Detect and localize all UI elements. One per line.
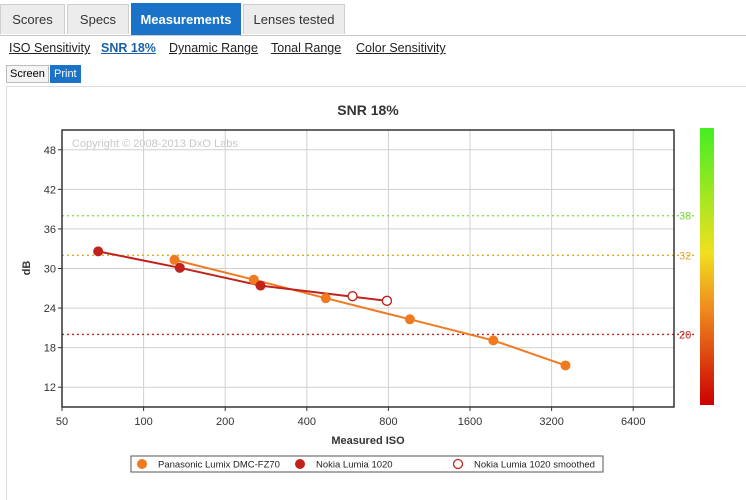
tab-scores[interactable]: Scores — [0, 4, 65, 34]
data-point-nokia-lumia-1020 — [174, 262, 185, 273]
grid-lines — [61, 130, 674, 407]
print-button[interactable]: Print — [50, 65, 81, 83]
legend-label-panasonic: Panasonic Lumix DMC-FZ70 — [158, 460, 280, 471]
subnav-iso-sensitivity[interactable]: ISO Sensitivity — [9, 41, 91, 55]
x-axis-label: Measured ISO — [331, 435, 405, 447]
reference-lines — [62, 215, 696, 336]
data-point-panasonic-fz70 — [488, 335, 499, 346]
data-point-nokia-lumia-1020 — [255, 280, 266, 291]
data-point-panasonic-fz70 — [169, 254, 180, 265]
legend-marker-nokia-smoothed — [452, 458, 464, 470]
y-tick-label: 36 — [44, 224, 56, 236]
y-axis-ticks: 12 18 24 30 36 42 48 — [44, 145, 62, 394]
x-tick-label: 800 — [379, 416, 397, 428]
x-tick-label: 100 — [134, 416, 152, 428]
series-layer — [93, 246, 571, 371]
x-tick-label: 50 — [56, 416, 68, 428]
reference-labels: 38 32 20 — [679, 211, 691, 342]
tab-measurements[interactable]: Measurements — [131, 3, 241, 35]
legend-label-nokia-smoothed: Nokia Lumia 1020 smoothed — [474, 460, 595, 471]
tab-bar: Scores Specs Measurements Lenses tested — [0, 0, 746, 36]
data-point-panasonic-fz70 — [320, 293, 331, 304]
legend-box — [130, 455, 604, 473]
reference-label-20: 20 — [679, 329, 691, 341]
x-tick-label: 200 — [216, 416, 234, 428]
y-tick-label: 48 — [44, 145, 56, 157]
reference-label-38: 38 — [679, 211, 691, 223]
x-axis-ticks: 50 100 200 400 800 1600 3200 6400 — [56, 407, 645, 428]
y-tick-label: 42 — [44, 184, 56, 196]
series-line-panasonic-fz70 — [174, 258, 566, 367]
y-tick-label: 18 — [44, 343, 56, 355]
x-tick-label: 1600 — [458, 416, 482, 428]
tab-lenses-tested[interactable]: Lenses tested — [243, 4, 345, 34]
tab-specs[interactable]: Specs — [67, 4, 129, 34]
y-tick-label: 24 — [44, 303, 56, 315]
data-point-panasonic-fz70 — [560, 360, 571, 371]
series-line-nokia-lumia-1020 — [98, 250, 388, 302]
subnav-color-sensitivity[interactable]: Color Sensitivity — [356, 41, 446, 55]
data-point-panasonic-fz70 — [248, 274, 259, 285]
screen-button[interactable]: Screen — [6, 65, 49, 83]
data-point-nokia-lumia-1020-smoothed — [381, 295, 393, 306]
legend-marker-panasonic — [137, 459, 147, 469]
data-point-panasonic-fz70 — [404, 314, 415, 325]
data-point-nokia-lumia-1020-smoothed — [347, 291, 358, 302]
chart-watermark: Copyright © 2008-2013 DxO Labs — [72, 138, 238, 150]
subnav-tonal-range[interactable]: Tonal Range — [271, 41, 342, 55]
y-tick-label: 12 — [44, 382, 56, 394]
chart-frame — [6, 86, 746, 500]
legend: Panasonic Lumix DMC-FZ70 Nokia Lumia 102… — [130, 455, 604, 473]
chart-title: SNR 18% — [337, 102, 399, 118]
reference-label-32: 32 — [679, 250, 691, 262]
subnav-snr-18[interactable]: SNR 18% — [101, 41, 156, 55]
y-axis-label: dB — [21, 261, 33, 276]
subnav-dynamic-range[interactable]: Dynamic Range — [169, 41, 258, 55]
data-point-nokia-lumia-1020 — [93, 246, 104, 257]
legend-marker-nokia — [295, 459, 305, 469]
legend-label-nokia: Nokia Lumia 1020 — [316, 460, 393, 471]
color-scale-bar — [700, 128, 714, 405]
x-tick-label: 3200 — [539, 416, 563, 428]
x-tick-label: 400 — [298, 416, 316, 428]
x-tick-label: 6400 — [621, 416, 645, 428]
y-tick-label: 30 — [44, 264, 56, 276]
